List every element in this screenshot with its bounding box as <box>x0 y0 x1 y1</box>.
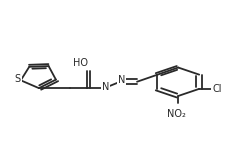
Text: N: N <box>118 75 125 85</box>
Text: N: N <box>102 82 110 92</box>
Text: NO₂: NO₂ <box>167 109 186 119</box>
Text: S: S <box>15 74 21 84</box>
Text: HO: HO <box>73 58 88 68</box>
Text: Cl: Cl <box>212 84 222 94</box>
